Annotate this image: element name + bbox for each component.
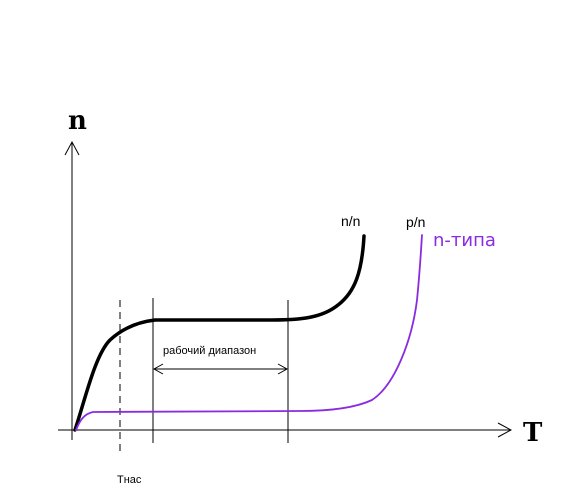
- n-type-annotation: n-типа: [433, 230, 496, 251]
- range-arrow-right-head: [277, 363, 289, 375]
- curve-label-n-n: n/n: [341, 213, 360, 229]
- working-range-label: рабочий диапазон: [163, 345, 256, 357]
- y-axis-arrowhead: [64, 140, 80, 156]
- x-axis-arrowhead: [497, 422, 513, 438]
- x-axis-label: T: [523, 418, 543, 448]
- tnas-label: Тнас: [117, 474, 142, 486]
- curve-p-n: [75, 234, 423, 431]
- curve-n-n: [73, 234, 366, 432]
- range-arrow-left-head: [152, 363, 164, 375]
- curve-label-p-n: p/n: [406, 214, 425, 230]
- y-axis-label: n: [68, 106, 87, 136]
